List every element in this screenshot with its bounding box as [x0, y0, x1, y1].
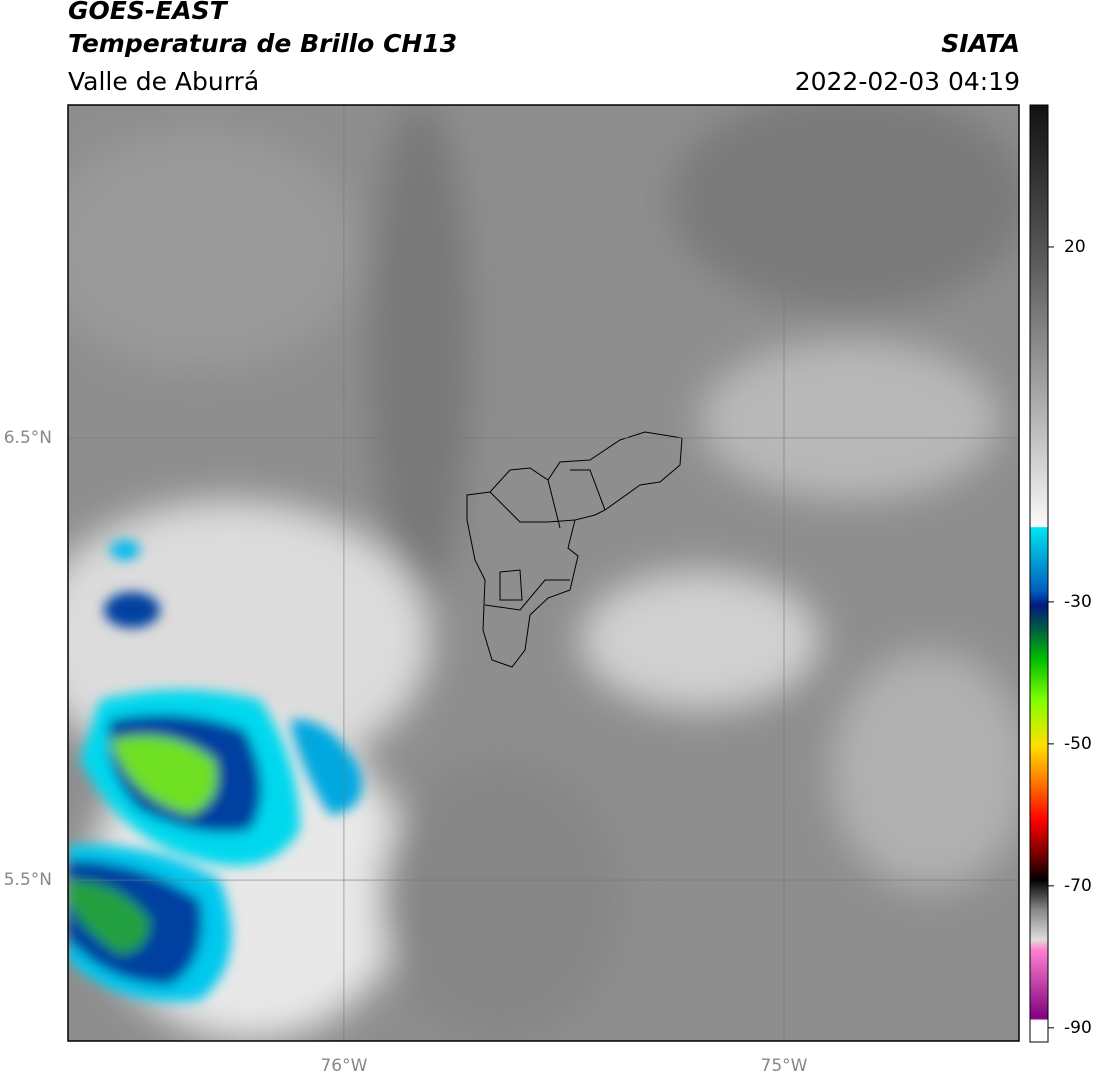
- colorbar-tick-label: -70: [1064, 876, 1092, 896]
- subtitle: Temperatura de Brillo CH13: [68, 29, 457, 58]
- colorbar-tick-label: -90: [1064, 1018, 1092, 1038]
- map-frame: [67, 104, 1020, 1042]
- colorbar-tick-label: 20: [1064, 237, 1086, 257]
- datetime: 2022-02-03 04:19: [795, 67, 1020, 96]
- source: SIATA: [941, 29, 1020, 58]
- colorbar: [1029, 104, 1049, 1043]
- x-tick-label: 76°W: [320, 1056, 367, 1076]
- x-tick-label: 75°W: [761, 1056, 808, 1076]
- colorbar-tick-label: -30: [1064, 592, 1092, 612]
- y-tick-label: 5.5°N: [4, 870, 52, 890]
- region: Valle de Aburrá: [68, 67, 259, 96]
- colorbar-tick-label: -50: [1064, 734, 1092, 754]
- map-image: [68, 105, 1019, 1041]
- title: GOES-EAST: [68, 0, 229, 25]
- y-tick-label: 6.5°N: [4, 428, 52, 448]
